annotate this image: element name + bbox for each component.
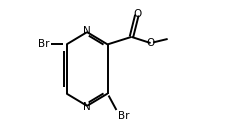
Text: N: N: [83, 26, 90, 36]
Text: O: O: [146, 38, 154, 48]
Text: O: O: [133, 9, 141, 19]
Text: N: N: [83, 102, 90, 112]
Text: Br: Br: [117, 111, 129, 121]
Text: Br: Br: [38, 39, 50, 49]
